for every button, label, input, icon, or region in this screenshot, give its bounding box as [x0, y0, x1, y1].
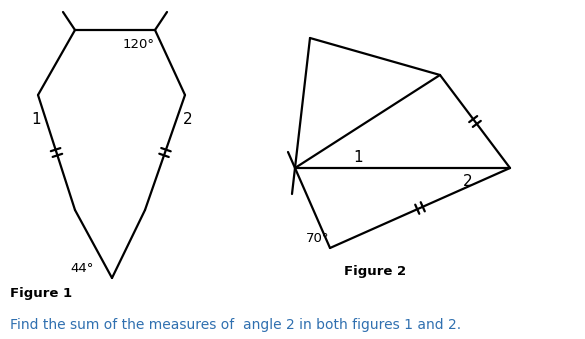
Text: 120°: 120°: [123, 38, 155, 51]
Text: 2: 2: [463, 175, 473, 190]
Text: Figure 1: Figure 1: [10, 287, 72, 300]
Text: 70°: 70°: [306, 232, 329, 245]
Text: Figure 2: Figure 2: [344, 265, 406, 278]
Text: 44°: 44°: [71, 262, 94, 275]
Text: 1: 1: [353, 151, 363, 165]
Text: Find the sum of the measures of  angle 2 in both figures 1 and 2.: Find the sum of the measures of angle 2 …: [10, 318, 461, 332]
Text: 2: 2: [183, 113, 193, 127]
Text: 1: 1: [31, 113, 41, 127]
